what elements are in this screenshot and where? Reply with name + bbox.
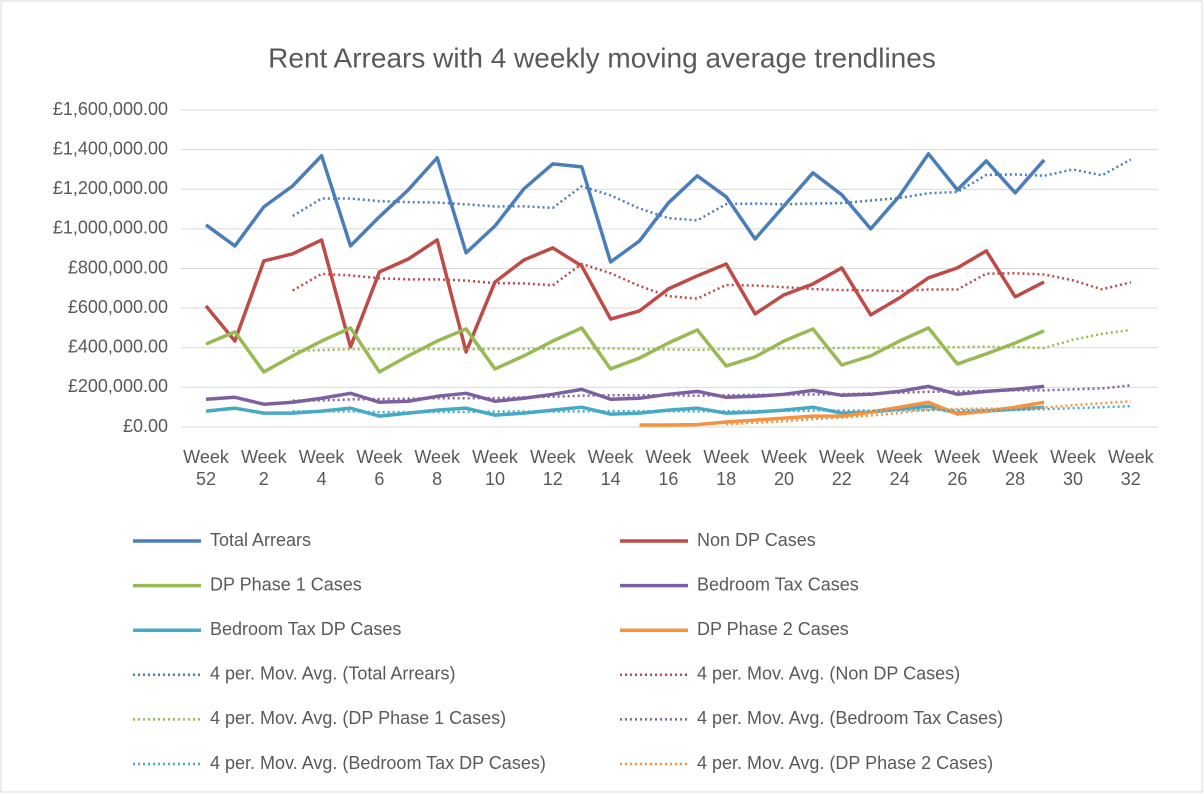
legend-label: Bedroom Tax DP Cases: [210, 619, 401, 639]
x-tick-label: Week 22: [818, 447, 865, 489]
chart-title: Rent Arrears with 4 weekly moving averag…: [268, 42, 936, 73]
series-line: [205, 326, 1045, 374]
x-tick-label: Week 28: [992, 447, 1039, 489]
x-tick-label: Week 16: [645, 447, 692, 489]
x-tick-label: Week 30: [1050, 447, 1096, 489]
series-line: [205, 404, 1045, 418]
y-tick-label: £800,000.00: [68, 257, 168, 277]
x-tick-label: Week 32: [1107, 447, 1154, 489]
y-tick-label: £1,400,000.00: [53, 138, 168, 158]
legend-label: Total Arrears: [210, 530, 311, 550]
y-tick-label: £1,000,000.00: [53, 218, 168, 238]
series-line: [204, 152, 1046, 264]
y-tick-label: £0.00: [123, 416, 168, 436]
x-tick-label: Week 2: [240, 447, 287, 489]
y-tick-label: £600,000.00: [68, 297, 168, 317]
y-tick-label: £1,600,000.00: [53, 99, 168, 119]
legend-label: 4 per. Mov. Avg. (DP Phase 2 Cases): [697, 753, 993, 773]
legend-label: Bedroom Tax Cases: [697, 574, 859, 594]
legend-label: Non DP Cases: [697, 530, 816, 550]
x-tick-label: Week 24: [876, 447, 923, 489]
x-tick-label: Week 8: [414, 447, 461, 489]
legend-label: DP Phase 1 Cases: [210, 574, 362, 594]
legend-label: 4 per. Mov. Avg. (Bedroom Tax DP Cases): [210, 753, 546, 773]
x-tick-label: Week 14: [587, 447, 634, 489]
legend-label: 4 per. Mov. Avg. (Bedroom Tax Cases): [697, 708, 1003, 728]
series-line: [639, 400, 1045, 427]
x-tick-label: Week 26: [934, 447, 981, 489]
y-tick-label: £200,000.00: [68, 376, 168, 396]
x-tick-label: Week 10: [472, 447, 518, 489]
legend-label: DP Phase 2 Cases: [697, 619, 849, 639]
legend-label: 4 per. Mov. Avg. (DP Phase 1 Cases): [210, 708, 506, 728]
x-tick-label: Week 6: [356, 447, 403, 489]
legend-label: 4 per. Mov. Avg. (Total Arrears): [210, 664, 455, 684]
y-tick-label: £400,000.00: [68, 337, 168, 357]
x-tick-label: Week 18: [703, 447, 750, 489]
x-tick-label: Week 4: [298, 447, 345, 489]
x-tick-label: Week 52: [183, 447, 229, 489]
x-tick-label: Week 12: [529, 447, 576, 489]
trendline: [292, 158, 1132, 222]
y-tick-label: £1,200,000.00: [53, 178, 168, 198]
legend-label: 4 per. Mov. Avg. (Non DP Cases): [697, 664, 960, 684]
x-tick-label: Week 20: [761, 447, 807, 489]
series-line: [205, 384, 1045, 406]
